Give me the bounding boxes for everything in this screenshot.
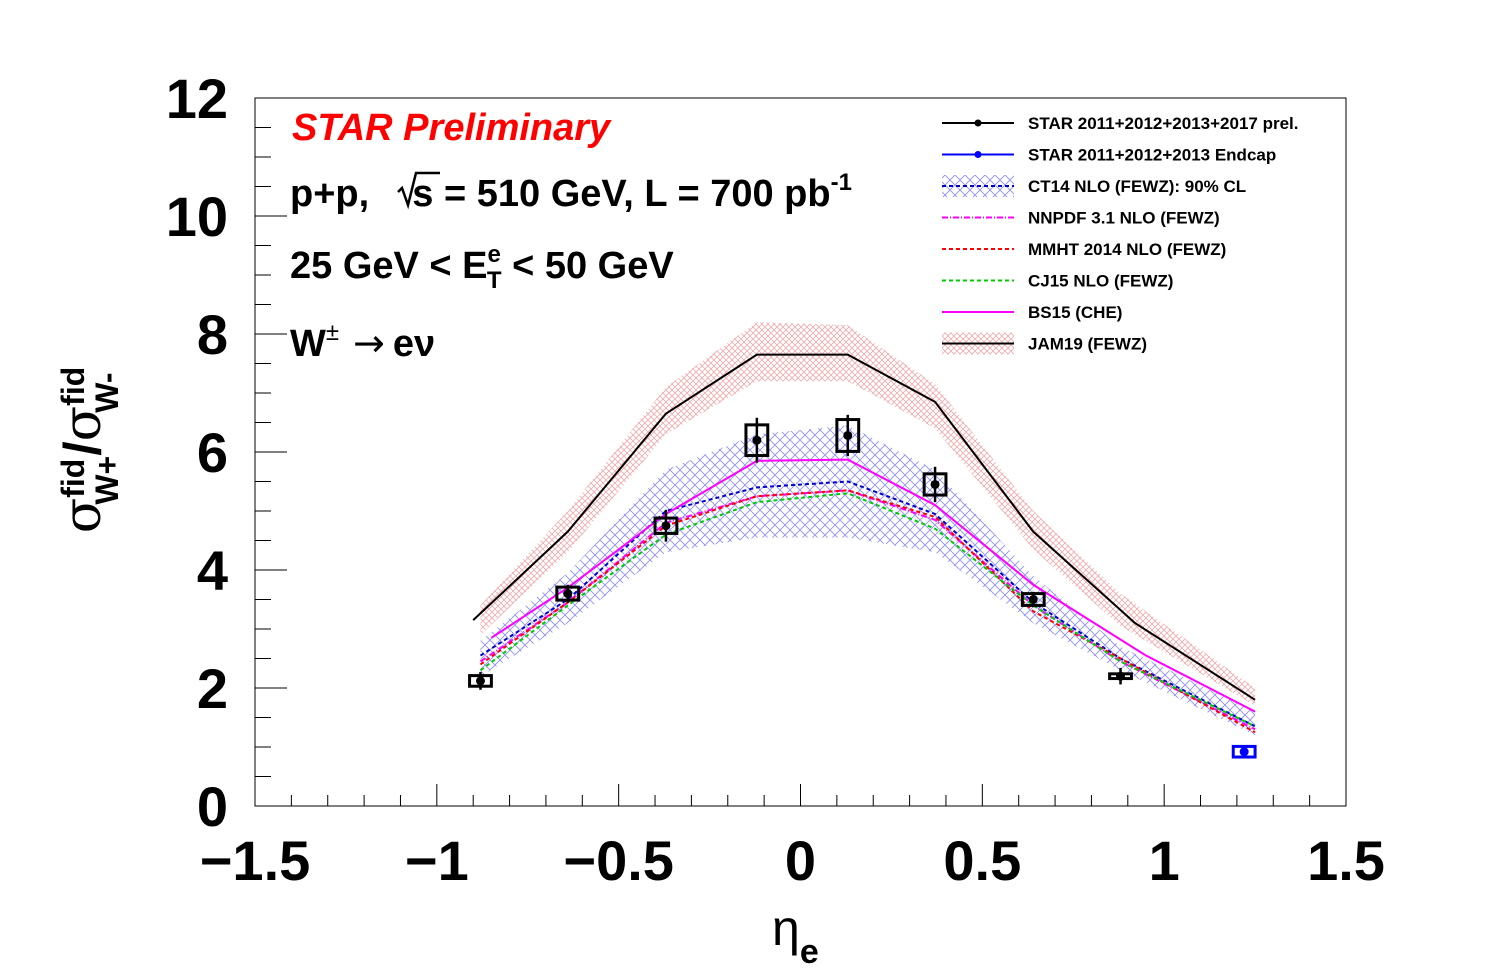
et-suffix: < 50 GeV (502, 245, 675, 287)
theory-curves (472, 353, 1256, 734)
y-tick-label: 4 (197, 539, 228, 602)
x-tick-label: −0.5 (563, 829, 674, 892)
x-tick-label: 1 (1149, 829, 1180, 892)
x-tick-label: −1 (405, 829, 469, 892)
theory-curve (479, 489, 1256, 734)
sqrt-symbol (397, 171, 440, 210)
data-point (1239, 747, 1249, 757)
et-superscript: e (488, 241, 501, 268)
et-prefix: 25 GeV < E (290, 245, 488, 287)
x-tick-label: −1.5 (200, 829, 311, 892)
theory-band (480, 322, 1256, 706)
data-point (930, 479, 940, 489)
sqrt-s: s (412, 173, 433, 215)
y-axis-title-num: σ (53, 498, 113, 534)
data-point (843, 430, 853, 440)
legend-marker (974, 151, 982, 158)
legend-label: BS15 (CHE) (1028, 303, 1122, 322)
theory-curve (472, 353, 1256, 701)
data-point (752, 435, 762, 445)
x-tick-label: 0.5 (943, 829, 1021, 892)
collision-suffix: = 510 GeV, L = 700 pb (433, 173, 830, 215)
y-axis-title-sep: / (54, 441, 112, 455)
legend-label: MMHT 2014 NLO (FEWZ) (1028, 240, 1226, 259)
lumi-exponent: -1 (831, 169, 852, 196)
y-axis-title-num-sub: W+ (89, 456, 125, 505)
x-axis-title: ηe (772, 900, 819, 971)
y-tick-label: 6 (197, 421, 228, 484)
collision-prefix: p+p, (290, 173, 390, 215)
collision-label: p+p, s = 510 GeV, L = 700 pb-1 (290, 169, 852, 215)
y-tick-label: 0 (197, 775, 228, 838)
x-axis-title-sub: e (800, 933, 819, 971)
x-axis-title-main: η (772, 900, 800, 956)
legend-label: CT14 NLO (FEWZ): 90% CL (1028, 177, 1246, 196)
data-point (475, 676, 485, 686)
data-point (661, 521, 671, 531)
y-tick-label: 12 (166, 67, 228, 130)
legend-marker (974, 119, 982, 127)
y-tick-label: 10 (166, 185, 228, 248)
process-pm: ± (326, 319, 339, 346)
y-tick-label: 8 (197, 303, 228, 366)
theory-curve (479, 492, 1256, 728)
y-tick-label: 2 (197, 657, 228, 720)
axis-ticks (254, 97, 1347, 807)
process-arrow: → (353, 321, 385, 365)
legend-label: NNPDF 3.1 NLO (FEWZ) (1028, 209, 1220, 228)
y-axis-title-den: σ (53, 406, 113, 442)
et-cut-label: 25 GeV < Ee T < 50 GeV (290, 241, 674, 294)
y-axis-title-den-sup: fid (55, 367, 91, 406)
x-tick-label: 1.5 (1307, 829, 1385, 892)
y-axis-title: σfidW+/σfidW- (53, 367, 125, 534)
theory-curve (490, 458, 1256, 713)
et-subscript: T (487, 267, 502, 294)
y-axis-title-den-sub: W- (89, 373, 125, 413)
legend-label: STAR 2011+2012+2013+2017 prel. (1028, 114, 1298, 133)
sys-box (1231, 744, 1257, 759)
data-points (468, 414, 1257, 759)
theory-bands (480, 322, 1256, 736)
x-tick-label: 0 (785, 829, 816, 892)
theory-curve (479, 480, 1256, 728)
data-point (563, 589, 573, 599)
process-label: W± → eν (290, 319, 435, 365)
legend-label: CJ15 NLO (FEWZ) (1028, 272, 1173, 291)
data-point (1116, 671, 1126, 681)
legend-label: JAM19 (FEWZ) (1028, 335, 1147, 354)
process-final: eν (393, 323, 435, 365)
tick-labels: −1.5 −1 −0.5 0 0.5 1 1.5 0 2 4 6 8 10 12 (166, 67, 1385, 892)
y-axis-title-num-sup: fid (55, 459, 91, 498)
legend-label: STAR 2011+2012+2013 Endcap (1028, 146, 1276, 165)
theory-band (480, 425, 1256, 736)
preliminary-label: STAR Preliminary (292, 107, 612, 149)
data-point (1028, 595, 1038, 604)
legend: STAR 2011+2012+2013+2017 prel. STAR 2011+… (942, 114, 1298, 355)
process-w: W (290, 323, 326, 365)
